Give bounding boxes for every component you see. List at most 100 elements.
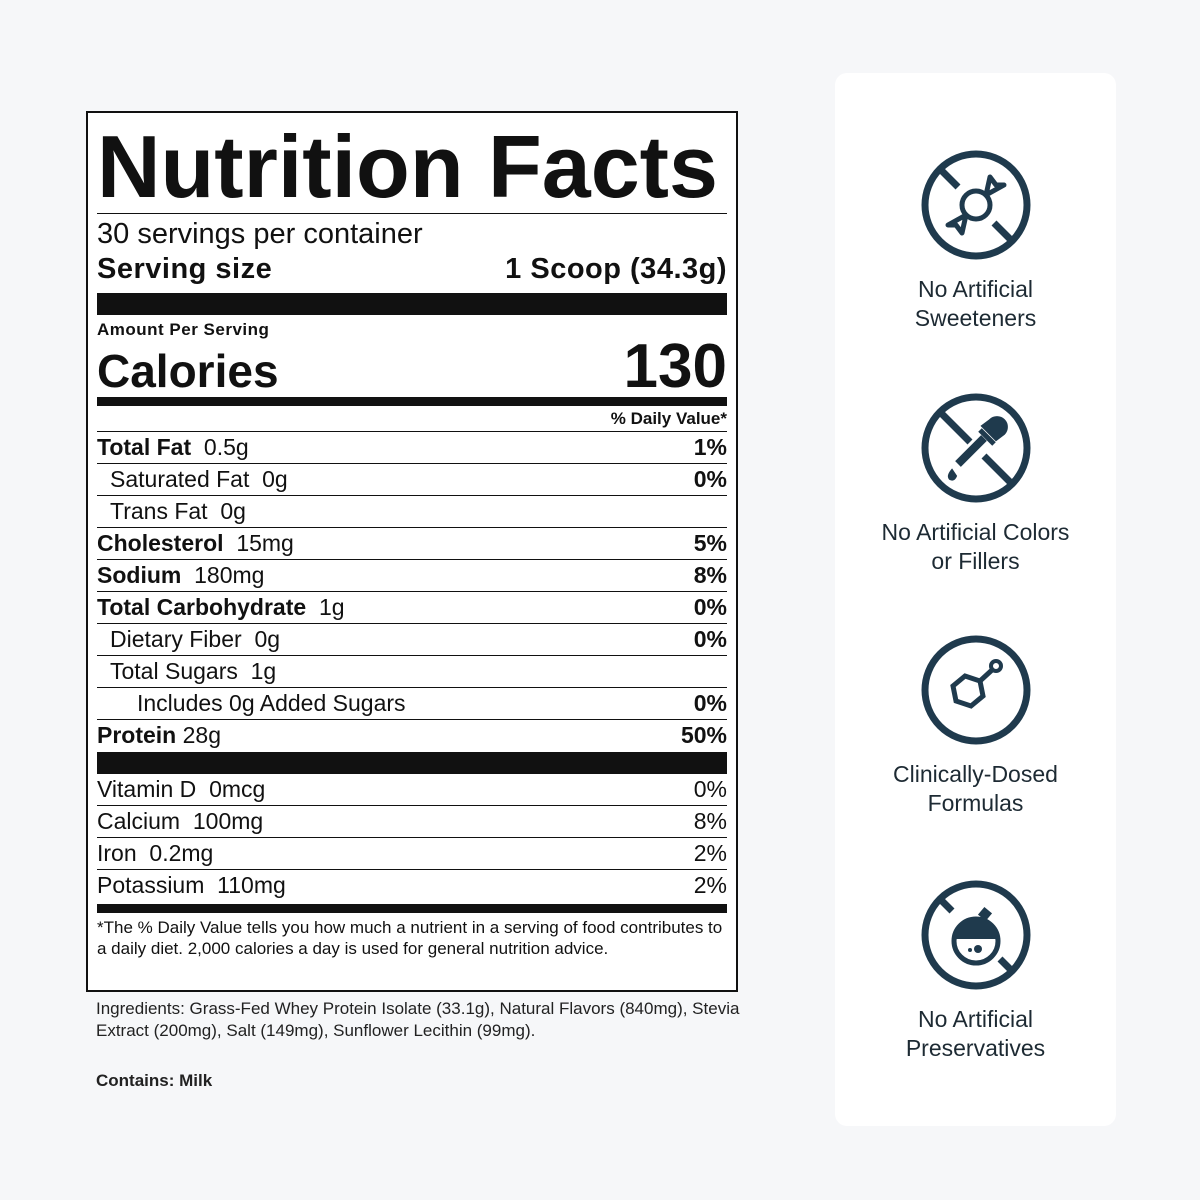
vitamin-label: Iron 0.2mg xyxy=(97,838,213,869)
feature-label: Clinically-Dosed Formulas xyxy=(893,761,1058,816)
nutrient-label: Total Fat 0.5g xyxy=(97,432,249,463)
vitamin-row: Potassium 110mg 2% xyxy=(97,870,727,902)
nutrient-amount: 0g xyxy=(220,498,246,524)
nutrient-label: Saturated Fat 0g xyxy=(97,464,288,495)
nutrient-row: Trans Fat 0g xyxy=(97,496,727,528)
nutrient-row: Saturated Fat 0g 0% xyxy=(97,464,727,496)
vitamin-amount: 110mg xyxy=(217,872,286,898)
servings-per-container: 30 servings per container xyxy=(97,218,423,250)
nutrient-label: Sodium 180mg xyxy=(97,560,264,591)
feature-no-preservatives: No Artificial Preservatives xyxy=(835,879,1116,1063)
thick-divider xyxy=(97,293,727,315)
vitamin-daily-value: 2% xyxy=(693,872,727,898)
vitamin-amount: 0mcg xyxy=(209,776,266,802)
feature-no-colors: No Artificial Colors or Fillers xyxy=(835,392,1116,576)
amount-per-serving: Amount Per Serving xyxy=(97,320,270,339)
nutrient-label: Dietary Fiber 0g xyxy=(97,624,280,655)
nutrient-daily-value: 5% xyxy=(693,530,727,556)
nutrient-row: Total Sugars 1g xyxy=(97,656,727,688)
nutrient-row: Total Carbohydrate 1g 0% xyxy=(97,592,727,624)
no-candy-icon xyxy=(921,150,1030,260)
nutrient-label: Trans Fat 0g xyxy=(97,496,246,527)
nutrient-row: Dietary Fiber 0g 0% xyxy=(97,624,727,656)
nutrient-row: Protein 28g 50% xyxy=(97,720,727,752)
nutrient-daily-value: 0% xyxy=(693,626,727,652)
vitamin-amount: 100mg xyxy=(192,808,264,834)
nutrient-label: Total Carbohydrate 1g xyxy=(97,592,345,623)
ingredients: Ingredients: Grass-Fed Whey Protein Isol… xyxy=(96,999,740,1040)
nutrient-row: Sodium 180mg 8% xyxy=(97,560,727,592)
nutrient-amount: 28g xyxy=(182,722,221,748)
nutrient-amount: 180mg xyxy=(194,562,265,588)
nutrient-name: Total Carbohydrate xyxy=(97,594,307,620)
feature-label: No Artificial Sweeteners xyxy=(914,276,1037,331)
vitamin-label: Potassium 110mg xyxy=(97,870,286,902)
serving-size-value: 1 Scoop (34.3g) xyxy=(505,253,727,285)
allergen-contains: Contains: Milk xyxy=(96,1071,213,1090)
thick-divider xyxy=(97,752,727,774)
calories-label: Calories xyxy=(97,345,279,397)
vitamin-amount: 0.2mg xyxy=(149,840,214,866)
nutrient-daily-value: 8% xyxy=(693,562,727,588)
vitamin-label: Calcium 100mg xyxy=(97,806,263,837)
vitamin-label: Vitamin D 0mcg xyxy=(97,774,265,805)
vitamin-daily-value: 0% xyxy=(693,776,727,802)
calories-value: 130 xyxy=(623,332,727,401)
divider xyxy=(97,213,727,214)
nutrient-label: Includes 0g Added Sugars xyxy=(97,688,412,719)
nutrient-name: Total Sugars xyxy=(110,658,238,684)
nutrition-facts-label: Nutrition Facts 30 servings per containe… xyxy=(86,111,738,992)
nutrient-name: Protein xyxy=(97,722,177,748)
vitamin-row: Vitamin D 0mcg 0% xyxy=(97,774,727,806)
feature-text: No Artificial Sweeteners xyxy=(835,275,1116,333)
nutrient-name: Cholesterol xyxy=(97,530,224,556)
vitamin-name: Vitamin D xyxy=(97,776,197,802)
calories-row: Calories 130 xyxy=(97,332,727,401)
vitamin-daily-value: 8% xyxy=(693,808,727,834)
medium-divider xyxy=(97,397,727,406)
nutrient-daily-value: 1% xyxy=(693,434,727,460)
nutrient-name: Sodium xyxy=(97,562,182,588)
nutrient-amount: 1g xyxy=(250,658,277,684)
nutrient-label: Total Sugars 1g xyxy=(97,656,276,687)
vitamin-list: Vitamin D 0mcg 0% Calcium 100mg 8% Iron 0.2m… xyxy=(97,774,727,902)
medium-divider xyxy=(97,904,727,913)
nutrient-daily-value: 0% xyxy=(693,594,727,620)
nutrient-amount: 0g xyxy=(262,466,288,492)
footnote: *The % Daily Value tells you how much a … xyxy=(97,918,723,958)
nutrient-row: Includes 0g Added Sugars 0% xyxy=(97,688,727,720)
nutrient-name: Saturated Fat xyxy=(110,466,250,492)
nutrient-name: Total Fat xyxy=(97,434,192,460)
nutrient-amount: 1g xyxy=(318,594,345,620)
nutrient-name: Includes 0g Added Sugars xyxy=(137,690,406,716)
nutrient-daily-value: 0% xyxy=(693,466,727,492)
nutrient-label: Cholesterol 15mg xyxy=(97,528,294,559)
vitamin-name: Potassium xyxy=(97,872,205,898)
nutrient-amount: 0.5g xyxy=(203,434,249,460)
daily-value-header: % Daily Value* xyxy=(97,406,727,432)
nutrient-daily-value: 0% xyxy=(693,690,727,716)
vitamin-row: Iron 0.2mg 2% xyxy=(97,838,727,870)
feature-label: No Artificial Colors or Fillers xyxy=(881,519,1070,574)
feature-no-sweeteners: No Artificial Sweeteners xyxy=(835,149,1116,333)
feature-label: No Artificial Preservatives xyxy=(905,1006,1046,1061)
vitamin-name: Calcium xyxy=(97,808,181,834)
feature-text: Clinically-Dosed Formulas xyxy=(835,760,1116,818)
feature-text: No Artificial Preservatives xyxy=(835,1005,1116,1063)
nutrient-label: Protein 28g xyxy=(97,720,221,752)
nutrient-amount: 0g xyxy=(254,626,281,652)
nutrient-name: Trans Fat xyxy=(110,498,208,524)
nutrient-daily-value: 50% xyxy=(680,722,727,748)
no-dropper-icon xyxy=(921,393,1030,503)
vitamin-row: Calcium 100mg 8% xyxy=(97,806,727,838)
serving-size: Serving size 1 Scoop (34.3g) xyxy=(97,251,727,287)
nutrient-row: Cholesterol 15mg 5% xyxy=(97,528,727,560)
nutrient-name: Dietary Fiber xyxy=(110,626,242,652)
nutrient-amount: 15mg xyxy=(236,530,294,556)
label-title: Nutrition Facts xyxy=(97,121,718,213)
feature-clinically-dosed: Clinically-Dosed Formulas xyxy=(835,634,1116,818)
nutrient-row: Total Fat 0.5g 1% xyxy=(97,432,727,464)
vitamin-name: Iron xyxy=(97,840,137,866)
molecule-icon xyxy=(921,635,1030,745)
serving-size-label: Serving size xyxy=(97,253,273,285)
